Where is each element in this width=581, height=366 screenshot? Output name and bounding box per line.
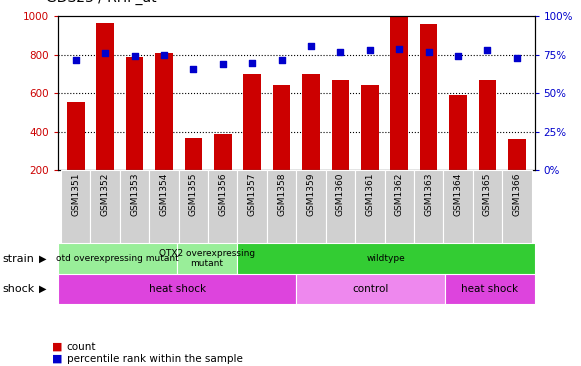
- FancyBboxPatch shape: [296, 170, 326, 243]
- Point: [512, 55, 522, 61]
- Text: OTX2 overexpressing
mutant: OTX2 overexpressing mutant: [159, 249, 255, 268]
- FancyBboxPatch shape: [385, 170, 414, 243]
- Bar: [243, 74, 261, 170]
- FancyBboxPatch shape: [177, 243, 237, 274]
- FancyBboxPatch shape: [296, 274, 445, 304]
- Point: [453, 53, 462, 59]
- FancyBboxPatch shape: [355, 170, 385, 243]
- Text: GSM1356: GSM1356: [218, 172, 227, 216]
- Point: [336, 49, 345, 55]
- Point: [277, 57, 286, 63]
- Text: GSM1351: GSM1351: [71, 172, 80, 216]
- FancyBboxPatch shape: [414, 170, 443, 243]
- FancyBboxPatch shape: [58, 274, 296, 304]
- Text: ▶: ▶: [39, 284, 46, 294]
- FancyBboxPatch shape: [91, 170, 120, 243]
- Text: GSM1359: GSM1359: [307, 172, 315, 216]
- FancyBboxPatch shape: [179, 170, 208, 243]
- Bar: [361, 85, 379, 170]
- Bar: [390, 18, 408, 170]
- Point: [483, 47, 492, 53]
- Point: [394, 46, 404, 52]
- Text: GSM1357: GSM1357: [248, 172, 257, 216]
- Point: [218, 61, 227, 67]
- Text: GSM1358: GSM1358: [277, 172, 286, 216]
- Point: [159, 52, 168, 58]
- Point: [101, 51, 110, 56]
- Text: GSM1362: GSM1362: [394, 172, 404, 216]
- FancyBboxPatch shape: [267, 170, 296, 243]
- Text: GDS23 / RHP_at: GDS23 / RHP_at: [46, 0, 157, 5]
- FancyBboxPatch shape: [61, 170, 91, 243]
- Point: [71, 57, 80, 63]
- FancyBboxPatch shape: [120, 170, 149, 243]
- FancyBboxPatch shape: [502, 170, 532, 243]
- Point: [306, 43, 315, 49]
- Bar: [125, 57, 144, 170]
- Point: [248, 60, 257, 66]
- FancyBboxPatch shape: [149, 170, 179, 243]
- Text: heat shock: heat shock: [461, 284, 518, 294]
- Text: heat shock: heat shock: [149, 284, 206, 294]
- Bar: [508, 139, 526, 170]
- FancyBboxPatch shape: [443, 170, 473, 243]
- Text: count: count: [67, 342, 96, 352]
- Text: GSM1365: GSM1365: [483, 172, 492, 216]
- Bar: [96, 23, 114, 170]
- Text: GSM1364: GSM1364: [454, 172, 462, 216]
- Text: GSM1363: GSM1363: [424, 172, 433, 216]
- Text: GSM1360: GSM1360: [336, 172, 345, 216]
- Text: GSM1354: GSM1354: [159, 172, 168, 216]
- Bar: [332, 80, 349, 170]
- Text: GSM1352: GSM1352: [101, 172, 110, 216]
- Text: GSM1355: GSM1355: [189, 172, 198, 216]
- Point: [130, 53, 139, 59]
- FancyBboxPatch shape: [238, 170, 267, 243]
- Bar: [273, 85, 290, 170]
- Text: ▶: ▶: [39, 254, 46, 264]
- Text: ■: ■: [52, 342, 63, 352]
- Text: otd overexpressing mutant: otd overexpressing mutant: [56, 254, 179, 263]
- Text: control: control: [353, 284, 389, 294]
- Text: percentile rank within the sample: percentile rank within the sample: [67, 354, 243, 364]
- FancyBboxPatch shape: [445, 274, 535, 304]
- Bar: [420, 24, 437, 170]
- Text: ■: ■: [52, 354, 63, 364]
- Text: wildtype: wildtype: [366, 254, 405, 263]
- Point: [424, 49, 433, 55]
- Point: [365, 47, 375, 53]
- FancyBboxPatch shape: [58, 243, 177, 274]
- FancyBboxPatch shape: [237, 243, 535, 274]
- Bar: [479, 80, 496, 170]
- Bar: [185, 138, 202, 170]
- Bar: [449, 95, 467, 170]
- FancyBboxPatch shape: [326, 170, 355, 243]
- FancyBboxPatch shape: [473, 170, 502, 243]
- Bar: [155, 53, 173, 170]
- Text: GSM1353: GSM1353: [130, 172, 139, 216]
- Text: GSM1366: GSM1366: [512, 172, 521, 216]
- Text: strain: strain: [3, 254, 35, 264]
- Text: shock: shock: [3, 284, 35, 294]
- Bar: [302, 74, 320, 170]
- FancyBboxPatch shape: [208, 170, 238, 243]
- Bar: [214, 134, 232, 170]
- Text: GSM1361: GSM1361: [365, 172, 374, 216]
- Bar: [67, 102, 85, 170]
- Point: [189, 66, 198, 72]
